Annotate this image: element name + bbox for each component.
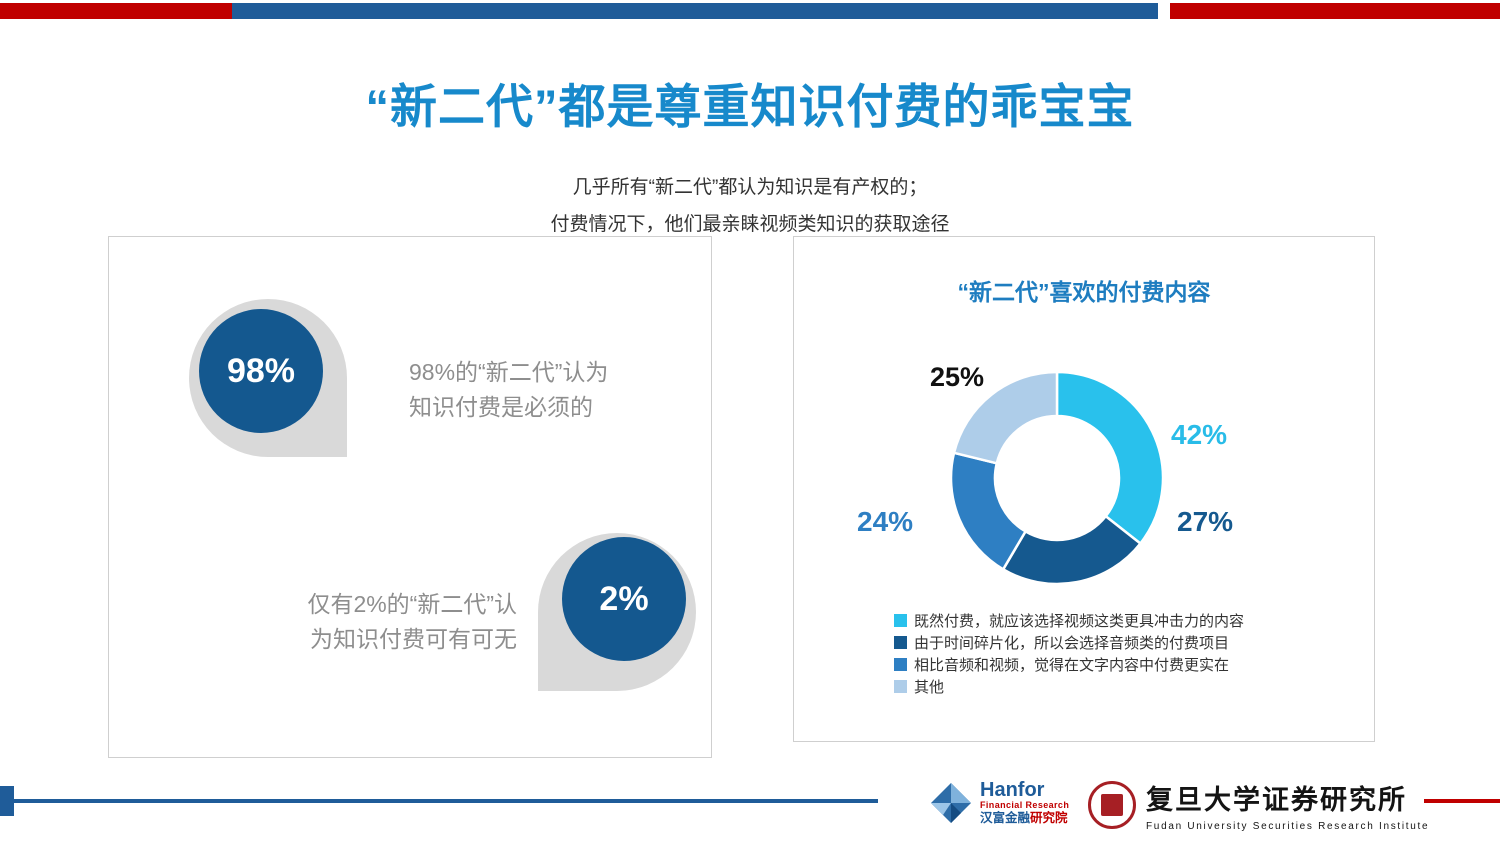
donut-label-video: 42%	[1171, 419, 1228, 450]
chart-title: “新二代”喜欢的付费内容	[957, 279, 1211, 305]
legend-item-3: 相比音频和视频，觉得在文字内容中付费更实在	[894, 653, 1244, 675]
donut-segment-2	[1001, 514, 1143, 586]
fudan-en-name: Fudan University Securities Research Ins…	[1146, 821, 1430, 832]
top-bar-red-right	[1170, 3, 1500, 19]
stat-text-2-line2: 为知识付费可有可无	[310, 625, 517, 652]
legend-item-2: 由于时间碎片化，所以会选择音频类的付费项目	[894, 631, 1244, 653]
donut-segment-1	[1055, 370, 1165, 546]
hanfor-name: Hanfor	[980, 779, 1045, 801]
legend-item-1: 既然付费，就应该选择视频这类更具冲击力的内容	[894, 609, 1244, 631]
hanfor-logo: Hanfor Financial Research 汉富金融研究院	[930, 780, 1069, 826]
donut-label-text: 24%	[857, 506, 914, 537]
chart-panel: “新二代”喜欢的付费内容 25% 42% 27% 24% 既然付费，就应该选择视…	[793, 236, 1375, 742]
fudan-text: 复旦大学证券研究所 Fudan University Securities Re…	[1146, 778, 1429, 832]
fudan-cn-name: 复旦大学证券研究所	[1146, 785, 1407, 815]
hanfor-cn-name: 汉富金融研究院	[980, 812, 1069, 825]
legend-label: 既然付费，就应该选择视频这类更具冲击力的内容	[914, 612, 1245, 630]
page-title: “新二代”都是尊重知识付费的乖宝宝	[365, 80, 1135, 133]
donut-segment-4	[952, 370, 1059, 465]
stat-value-2: 2%	[562, 537, 686, 661]
legend-label: 相比音频和视频，觉得在文字内容中付费更实在	[914, 656, 1230, 674]
donut-segment-3	[949, 451, 1028, 572]
chart-legend: 既然付费，就应该选择视频这类更具冲击力的内容 由于时间碎片化，所以会选择音频类的付…	[894, 609, 1244, 697]
footer-blue-line	[0, 799, 878, 803]
legend-swatch-icon	[894, 657, 907, 671]
hanfor-cn-primary: 汉富金融	[980, 811, 1031, 826]
donut-label-audio: 27%	[1177, 506, 1234, 537]
legend-swatch-icon	[894, 679, 907, 693]
stat-text-2-line1: 仅有2%的“新二代”认	[307, 591, 517, 617]
legend-label: 由于时间碎片化，所以会选择音频类的付费项目	[914, 634, 1230, 652]
donut-chart	[949, 370, 1165, 586]
stat-text-98-line2: 知识付费是必须的	[409, 393, 593, 420]
top-bar-red-left	[0, 3, 232, 19]
hanfor-cn-accent: 研究院	[1030, 811, 1068, 826]
stats-panel: 98% 98%的“新二代”认为 知识付费是必须的 仅有2%的“新二代”认 为知识…	[108, 236, 712, 758]
top-bar-blue	[232, 3, 1158, 19]
stat-value-98: 98%	[199, 309, 323, 433]
fudan-seal-icon	[1088, 781, 1136, 829]
subtitle-line-2: 付费情况下，他们最亲睐视频类知识的获取途径	[550, 214, 950, 235]
legend-swatch-icon	[894, 613, 907, 627]
hanfor-diamond-icon	[931, 782, 971, 823]
hanfor-subtitle: Financial Research	[980, 800, 1070, 810]
hanfor-text: Hanfor Financial Research 汉富金融研究院	[980, 780, 1069, 826]
legend-label: 其他	[914, 678, 945, 696]
stat-bubble-98: 98%	[189, 299, 347, 457]
footer-red-line	[1424, 799, 1500, 803]
donut-label-other: 25%	[930, 362, 985, 392]
legend-swatch-icon	[894, 635, 907, 649]
stat-text-98-line1: 98%的“新二代”认为	[409, 359, 609, 385]
legend-item-4: 其他	[894, 675, 1244, 697]
stat-bubble-2: 2%	[538, 533, 696, 691]
stat-text-2: 仅有2%的“新二代”认 为知识付费可有可无	[229, 587, 517, 656]
fudan-logo: 复旦大学证券研究所 Fudan University Securities Re…	[1088, 778, 1429, 832]
stat-text-98: 98%的“新二代”认为 知识付费是必须的	[409, 355, 608, 424]
subtitle-line-1: 几乎所有“新二代”都认为知识是有产权的；	[572, 177, 928, 198]
